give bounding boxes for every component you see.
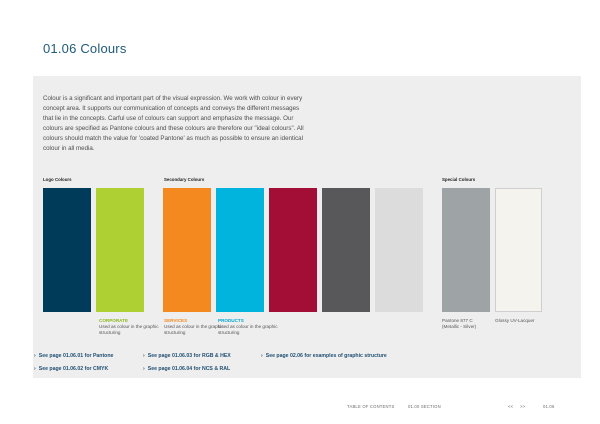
link-ncs-ral-text: See page 01.06.04 for NCS & RAL [147,366,231,372]
secondary-colours-heading: Secondary Colours [164,177,205,182]
footer-table-of-contents[interactable]: TABLE OF CONTENTS [347,404,395,409]
silver-description: Pantone 877 C (Metallic - Silver) [442,318,477,329]
uv-lacquer-label: Glossy UV-Lacquer [495,318,545,324]
chevron-right-icon: › [34,353,36,359]
chevron-right-icon: › [143,353,145,359]
footer-prev-button[interactable]: << [508,404,514,409]
link-ncs-ral[interactable]: › See page 01.06.04 for NCS & RAL [143,366,230,372]
swatch-crimson [269,188,317,312]
link-rgb-hex-text: See page 01.06.03 for RGB & HEX [147,353,231,359]
link-pantone-text: See page 01.06.01 for Pantone [38,353,114,359]
corporate-name: CORPORATE [99,318,129,323]
silver-label: Pantone 877 C (Metallic - Silver) [442,318,490,329]
services-description: Used as colour in the graphic structurin… [164,324,224,335]
chevron-right-icon: › [261,353,263,359]
swatch-logo-blue [43,188,91,312]
footer-section[interactable]: 01.00 SECTION [408,404,441,409]
link-graphic-structure[interactable]: › See page 02.06 for examples of graphic … [261,353,387,359]
footer-next-button[interactable]: >> [520,404,526,409]
swatch-uv-lacquer [495,188,542,312]
link-pantone[interactable]: › See page 01.06.01 for Pantone [34,353,113,359]
products-label: PRODUCTS Used as colour in the graphic s… [218,318,278,335]
footer-page-number: 01.06 [543,404,555,409]
special-colours-heading: Special Colours [442,177,476,182]
chevron-right-icon: › [34,366,36,372]
link-cmyk[interactable]: › See page 01.06.02 for CMYK [34,366,108,372]
swatch-corporate-green [96,188,144,312]
logo-colours-heading: Logo Colours [43,177,72,182]
chevron-right-icon: › [143,366,145,372]
link-rgb-hex[interactable]: › See page 01.06.03 for RGB & HEX [143,353,231,359]
intro-text: Colour is a significant and important pa… [43,95,304,152]
corporate-description: Used as colour in the graphic structurin… [99,324,159,335]
swatch-products-cyan [216,188,264,312]
corporate-label: CORPORATE Used as colour in the graphic … [99,318,159,335]
products-description: Used as colour in the graphic structurin… [218,324,278,335]
content-panel: Colour is a significant and important pa… [33,76,581,378]
services-label: SERVICES Used as colour in the graphic s… [164,318,224,335]
services-name: SERVICES [164,318,188,323]
swatch-services-orange [163,188,211,312]
link-cmyk-text: See page 01.06.02 for CMYK [38,366,109,372]
swatch-dark-grey [322,188,370,312]
page-title: 01.06 Colours [43,41,127,56]
swatch-light-grey [375,188,423,312]
swatch-silver [442,188,490,312]
link-graphic-structure-text: See page 02.06 for examples of graphic s… [265,353,387,359]
products-name: PRODUCTS [218,318,244,323]
uv-lacquer-description: Glossy UV-Lacquer [495,318,535,323]
